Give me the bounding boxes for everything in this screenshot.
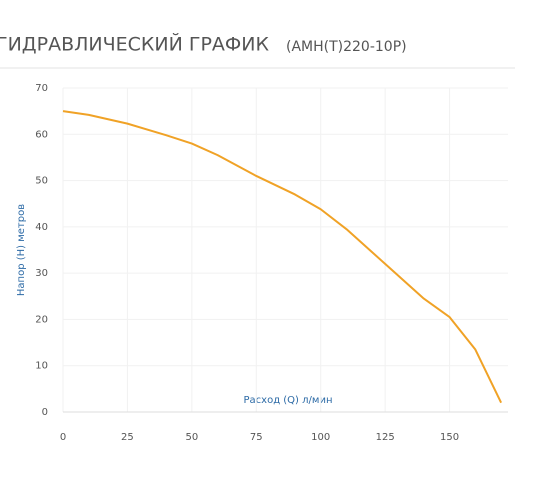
x-tick-label: 25: [121, 432, 134, 443]
y-tick-label: 0: [42, 407, 48, 418]
y-tick-label: 20: [35, 314, 48, 325]
y-tick-label: 60: [35, 129, 48, 140]
x-tick-label: 150: [440, 432, 459, 443]
chart-title: ГИДРАВЛИЧЕСКИЙ ГРАФИК: [0, 33, 269, 56]
x-tick-label: 0: [60, 432, 66, 443]
y-tick-label: 10: [35, 361, 48, 372]
series-line: [62, 110, 503, 404]
y-tick-label: 70: [35, 83, 48, 94]
y-tick-label: 30: [35, 268, 48, 279]
x-tick-label: 125: [376, 432, 395, 443]
y-tick-label: 40: [35, 222, 48, 233]
x-tick-label: 100: [311, 432, 330, 443]
y-axis-label: Напор (Н) метров: [16, 204, 27, 296]
x-axis-label: Расход (Q) л/мин: [244, 395, 333, 406]
chart-subtitle: (АМН(Т)220-10Р): [286, 39, 407, 55]
x-tick-label: 50: [185, 432, 198, 443]
x-tick-label: 75: [250, 432, 263, 443]
y-tick-label: 50: [35, 176, 48, 187]
